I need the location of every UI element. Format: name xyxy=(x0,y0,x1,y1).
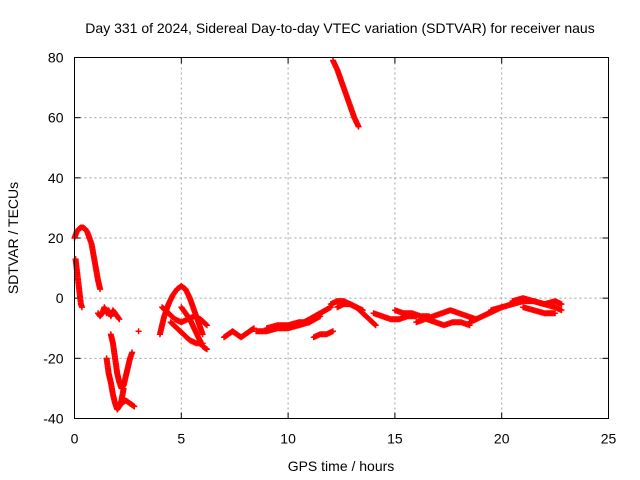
data-point xyxy=(355,123,362,130)
series-arc23 xyxy=(423,316,473,329)
series-arc26 xyxy=(509,295,565,308)
series-arc19 xyxy=(329,57,362,130)
data-point xyxy=(97,286,104,293)
data-points xyxy=(71,57,565,413)
x-tick-label: 5 xyxy=(177,431,185,447)
axis-ticks: 0 5 10 15 20 25 -40 -20 0 20 40 60 80 xyxy=(43,50,616,447)
data-point xyxy=(371,321,378,328)
y-tick-label: 40 xyxy=(48,170,64,186)
data-point xyxy=(78,304,85,311)
y-tick-label: -20 xyxy=(43,350,63,366)
data-point xyxy=(116,316,123,323)
y-tick-label: 60 xyxy=(48,110,64,126)
y-tick-label: 0 xyxy=(56,290,64,306)
y-tick-label: 20 xyxy=(48,230,64,246)
data-point xyxy=(558,307,565,314)
data-point xyxy=(552,310,559,317)
series-arc21 xyxy=(391,307,433,320)
y-axis-label: SDTVAR / TECUs xyxy=(5,182,21,294)
x-tick-label: 25 xyxy=(601,431,617,447)
data-point xyxy=(359,307,366,314)
grid-lines xyxy=(74,57,609,419)
series-arc12 xyxy=(221,325,257,341)
data-point xyxy=(203,321,210,328)
series-arc15 xyxy=(295,304,334,329)
x-tick-label: 10 xyxy=(280,431,296,447)
data-point xyxy=(250,325,257,332)
x-tick-label: 20 xyxy=(494,431,510,447)
data-point xyxy=(131,403,138,410)
series-arc7 xyxy=(135,328,142,335)
chart-title: Day 331 of 2024, Sidereal Day-to-day VTE… xyxy=(85,20,594,36)
y-tick-label: 80 xyxy=(48,50,64,66)
x-tick-label: 0 xyxy=(71,431,79,447)
data-point xyxy=(129,349,136,356)
data-point xyxy=(199,331,206,338)
plot-frame xyxy=(74,57,609,419)
data-point xyxy=(203,346,210,353)
series-arc11 xyxy=(178,304,210,353)
series-arc16 xyxy=(310,328,336,341)
series-arc3 xyxy=(94,304,123,323)
data-point xyxy=(372,322,379,329)
series-arc18 xyxy=(334,301,366,314)
series-arc6 xyxy=(114,397,138,410)
series-arc27 xyxy=(520,304,559,317)
data-point xyxy=(203,322,210,329)
data-point xyxy=(115,315,122,322)
data-point xyxy=(329,328,336,335)
x-axis-label: GPS time / hours xyxy=(288,458,395,474)
y-tick-label: -40 xyxy=(43,411,63,427)
data-point xyxy=(135,328,142,335)
x-tick-label: 15 xyxy=(387,431,403,447)
series-arc1 xyxy=(71,224,104,293)
data-point xyxy=(558,301,565,308)
series-arc5 xyxy=(107,331,136,392)
